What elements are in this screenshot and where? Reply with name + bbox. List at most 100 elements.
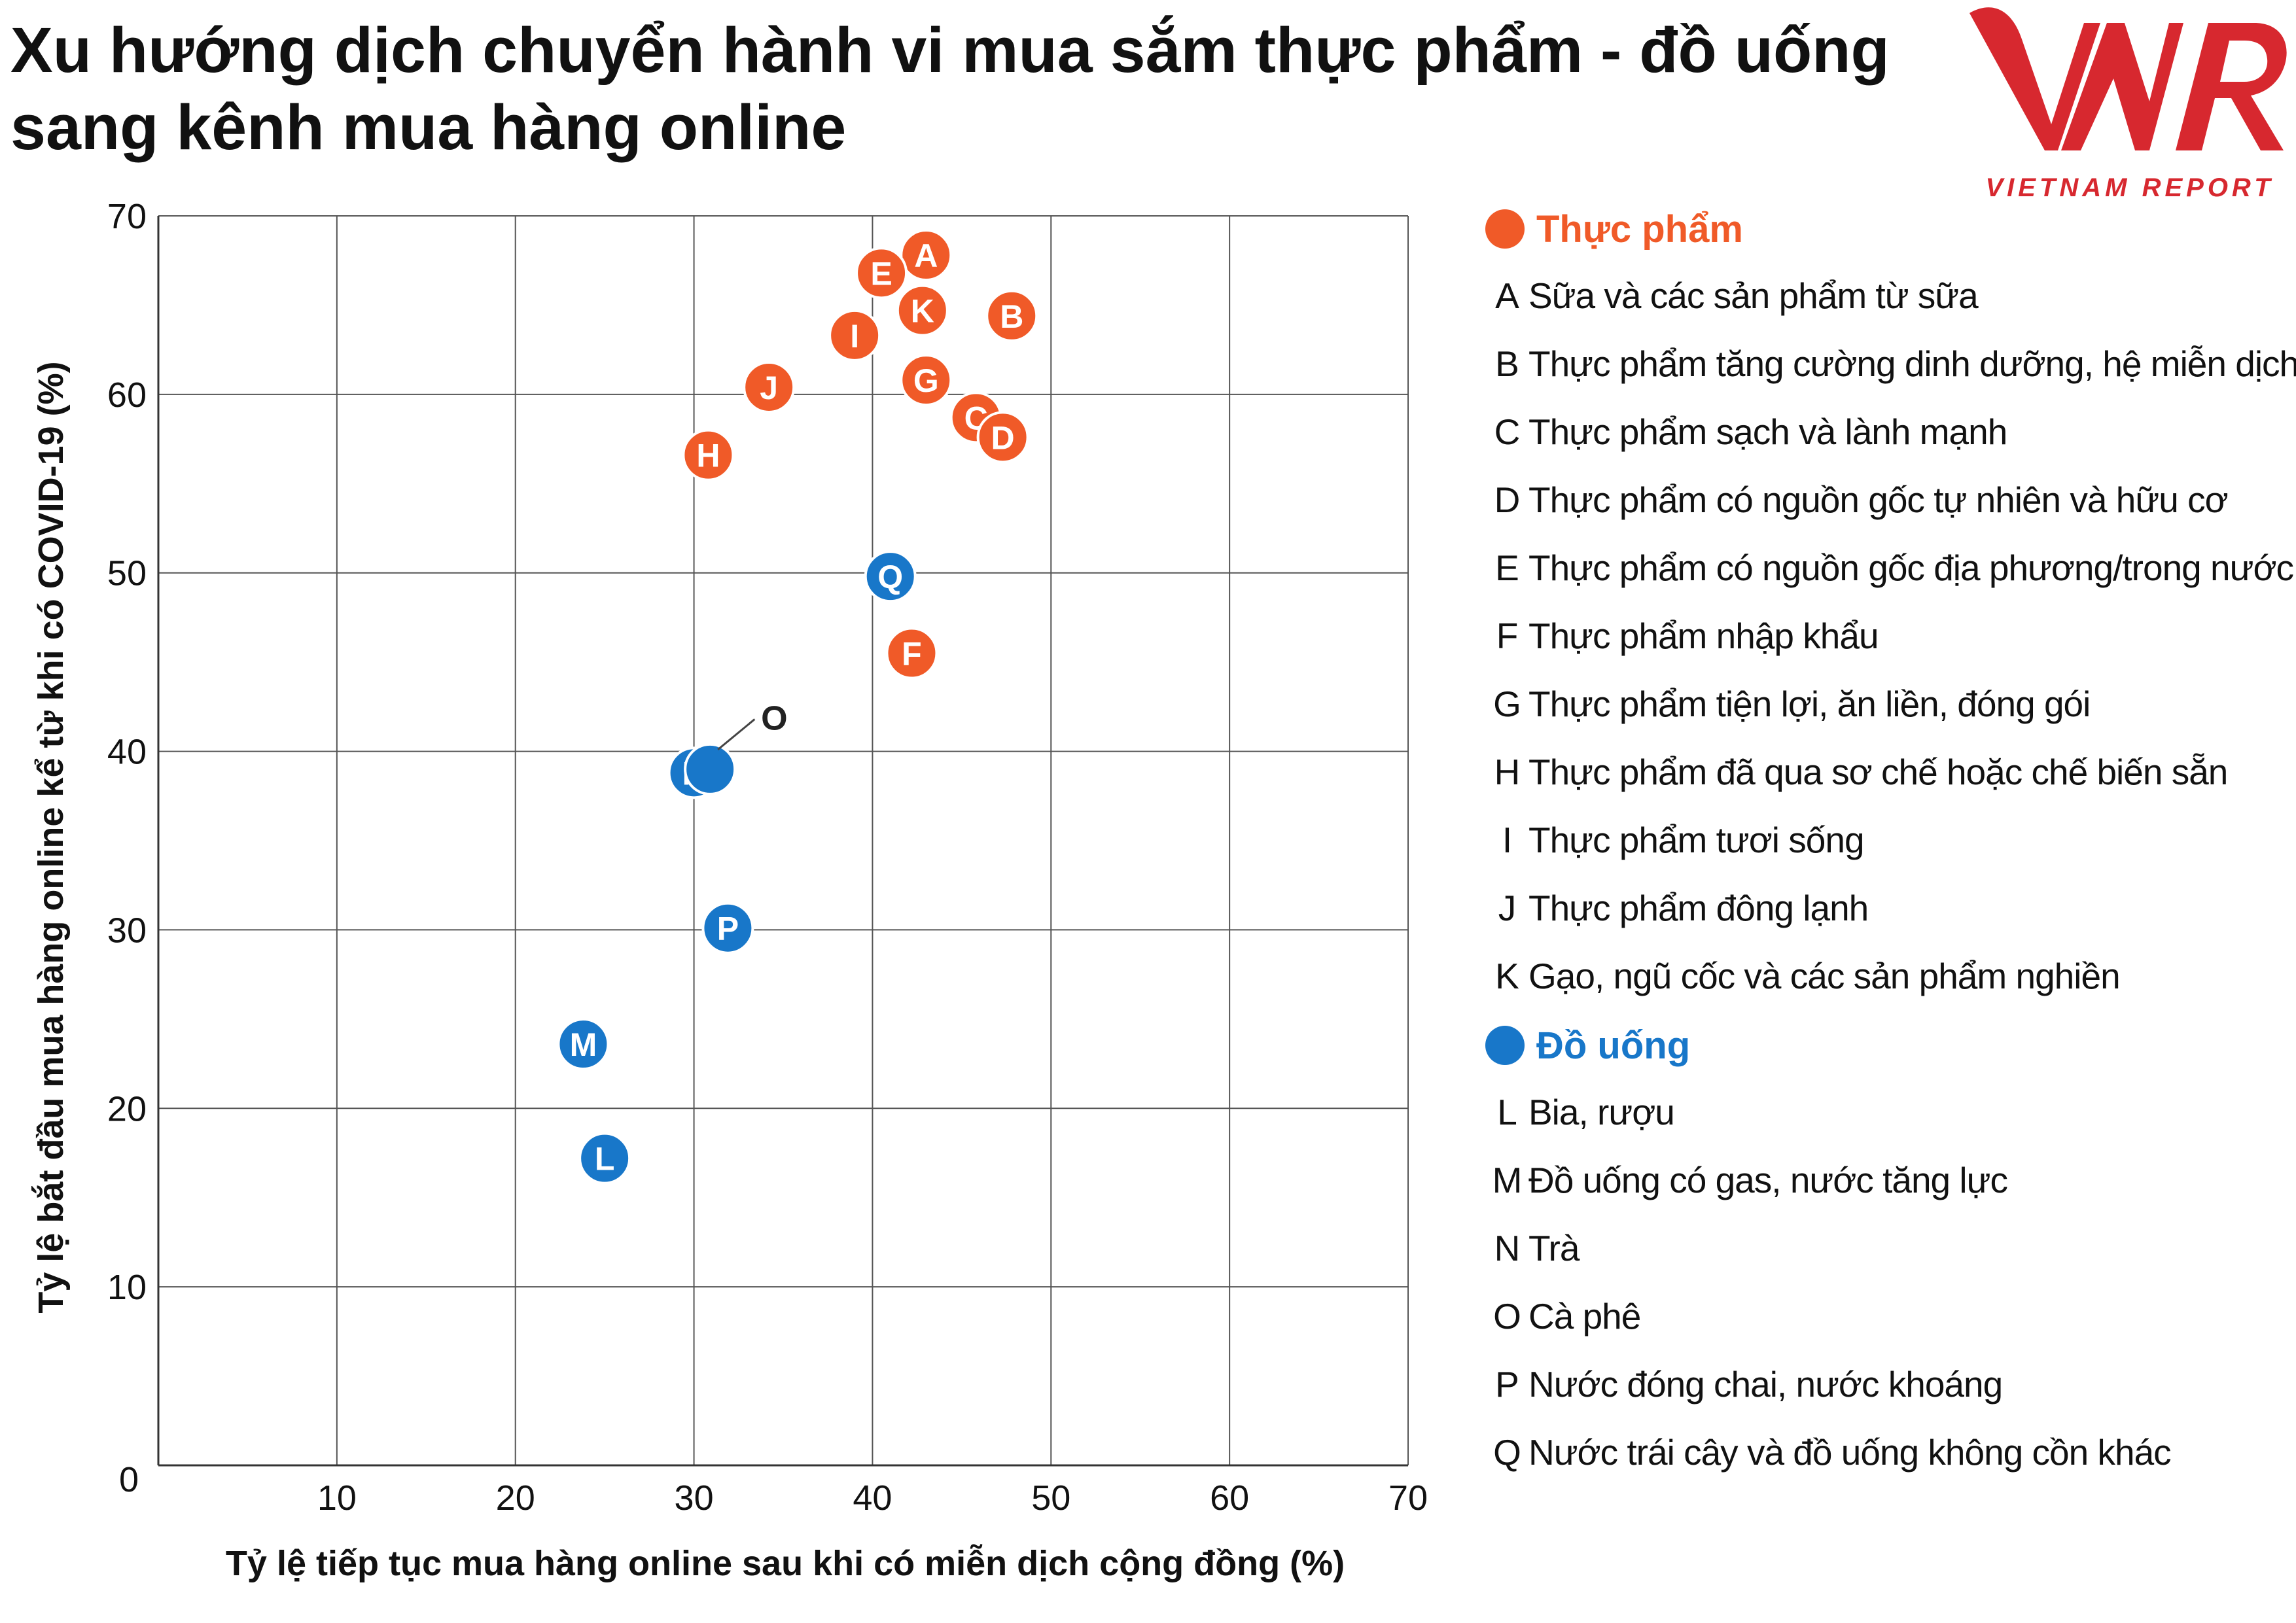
food-legend-dot <box>1485 209 1525 249</box>
legend-item: H Thực phẩm đã qua sơ chế hoặc chế biến s… <box>1485 738 2290 806</box>
legend-item-letter: B <box>1495 343 1519 384</box>
legend-item: I Thực phẩm tươi sống <box>1485 806 2290 874</box>
data-point <box>976 411 1029 464</box>
point-label: J <box>760 370 778 406</box>
legend-item-text: Bia, rượu <box>1528 1092 1675 1132</box>
vietnam-report-logo: VIETNAM REPORT <box>1969 7 2287 202</box>
legend-drink-title: Đồ uống <box>1536 1024 1691 1067</box>
drink-legend-dot <box>1485 1026 1525 1065</box>
leader-line <box>717 718 756 751</box>
legend-item: D Thực phẩm có nguồn gốc tự nhiên và hữu … <box>1485 466 2290 534</box>
x-tick-label: 50 <box>1031 1478 1070 1518</box>
data-point <box>743 360 796 413</box>
point-label: D <box>991 419 1015 456</box>
legend-group-drink: Đồ uống <box>1485 1013 2290 1078</box>
legend-item-text: Nước trái cây và đồ uống không cồn khác <box>1528 1432 2172 1473</box>
legend-item-text: Sữa và các sản phẩm từ sữa <box>1528 275 1979 316</box>
scatter-chart: 10 20 30 40 50 60 70 10 20 30 40 50 60 70 0 Tỷ lệ tiếp… <box>31 197 1428 1583</box>
legend-item-letter: Q <box>1493 1432 1521 1473</box>
legend-item-text: Đồ uống có gas, nước tăng lực <box>1528 1160 2008 1200</box>
legend-item: G Thực phẩm tiện lợi, ăn liền, đóng gói <box>1485 670 2290 738</box>
legend-item-letter: L <box>1497 1092 1517 1132</box>
legend-item-letter: I <box>1502 820 1512 860</box>
legend-drink-list: L Bia, rượu M Đồ uống có gas, nước tăng lực… <box>1485 1078 2290 1486</box>
legend-item-text: Thực phẩm tiện lợi, ăn liền, đóng gói <box>1528 684 2091 724</box>
y-axis-label: Tỷ lệ bắt đầu mua hàng online kể từ khi … <box>31 361 71 1313</box>
logo-subtext: VIETNAM REPORT <box>1985 173 2274 202</box>
data-point <box>885 627 938 680</box>
data-point <box>682 428 735 481</box>
legend-item: M Đồ uống có gas, nước tăng lực <box>1485 1146 2290 1214</box>
legend-item-letter: N <box>1494 1228 1521 1268</box>
point-label: H <box>696 438 720 474</box>
legend-item-letter: A <box>1495 275 1519 316</box>
y-tick-label: 10 <box>107 1268 147 1307</box>
legend-item: P Nước đóng chai, nước khoáng <box>1485 1350 2290 1418</box>
y-tick-label: 20 <box>107 1089 147 1128</box>
legend-item-text: Thực phẩm có nguồn gốc tự nhiên và hữu c… <box>1528 480 2229 520</box>
legend-food-title: Thực phẩm <box>1536 207 1743 251</box>
point-label: M <box>570 1026 597 1063</box>
legend-item: Q Nước trái cây và đồ uống không cồn khác <box>1485 1418 2290 1486</box>
legend-item: B Thực phẩm tăng cường dinh dưỡng, hệ miễ… <box>1485 330 2296 398</box>
legend-item-letter: E <box>1495 548 1519 588</box>
data-point <box>896 284 949 337</box>
chart-axes: 10 20 30 40 50 60 70 10 20 30 40 50 60 70 0 <box>107 197 1428 1518</box>
legend-item-letter: C <box>1494 411 1521 452</box>
point-label: A <box>914 237 938 274</box>
point-label: E <box>870 255 892 292</box>
data-point <box>701 901 754 954</box>
point-label: P <box>717 911 739 947</box>
point-label: I <box>850 318 859 355</box>
legend-item-text: Thực phẩm có nguồn gốc địa phương/trong … <box>1528 548 2294 588</box>
legend-item-letter: D <box>1494 480 1521 520</box>
chart-title-line-2: sang kênh mua hàng online <box>10 92 847 163</box>
y-tick-label: 40 <box>107 733 147 772</box>
legend: Thực phẩm A Sữa và các sản phẩm từ sữa B Th… <box>1485 196 2296 1486</box>
legend-item-text: Trà <box>1528 1228 1580 1268</box>
legend-item-letter: P <box>1495 1364 1519 1405</box>
legend-item-text: Thực phẩm đã qua sơ chế hoặc chế biến sẵ… <box>1528 752 2228 792</box>
point-label: B <box>1000 298 1023 335</box>
point-label: Q <box>877 559 903 595</box>
y-tick-label: 70 <box>107 197 147 236</box>
x-axis-label: Tỷ lệ tiếp tục mua hàng online sau khi c… <box>226 1544 1345 1583</box>
legend-item: J Thực phẩm đông lạnh <box>1485 874 2290 942</box>
y-tick-label: 30 <box>107 911 147 950</box>
legend-item-text: Cà phê <box>1528 1296 1641 1336</box>
point-label: G <box>913 362 939 399</box>
legend-item-text: Thực phẩm tươi sống <box>1528 820 1865 860</box>
y-tick-label: 60 <box>107 375 147 415</box>
legend-item-letter: O <box>1493 1296 1521 1336</box>
point-label: K <box>911 293 934 330</box>
y-tick-label: 50 <box>107 554 147 593</box>
legend-item: L Bia, rượu <box>1485 1078 2290 1146</box>
x-tick-label: 40 <box>853 1478 892 1518</box>
legend-item-letter: M <box>1492 1160 1523 1200</box>
legend-item-text: Thực phẩm tăng cường dinh dưỡng, hệ miễn… <box>1528 343 2296 384</box>
x-tick-label: 70 <box>1388 1478 1428 1518</box>
data-point <box>985 289 1038 342</box>
origin-label: 0 <box>119 1460 139 1499</box>
data-point <box>557 1018 610 1071</box>
chart-points: ABCDEFGHIJKLMNOPQ <box>557 229 1038 1185</box>
legend-item-letter: K <box>1495 956 1519 996</box>
chart-grid <box>158 215 1409 1465</box>
legend-item-text: Thực phẩm đông lạnh <box>1528 888 1869 928</box>
point-label: O <box>761 699 787 737</box>
legend-item-text: Nước đóng chai, nước khoáng <box>1528 1364 2003 1405</box>
legend-item: F Thực phẩm nhập khẩu <box>1485 602 2290 670</box>
legend-item-letter: H <box>1494 752 1521 792</box>
data-point <box>864 550 917 603</box>
legend-group-food: Thực phẩm <box>1485 196 2290 262</box>
x-tick-label: 20 <box>496 1478 535 1518</box>
data-point <box>828 309 881 362</box>
legend-item: A Sữa và các sản phẩm từ sữa <box>1485 262 2290 330</box>
x-tick-label: 60 <box>1210 1478 1249 1518</box>
legend-item-letter: G <box>1493 684 1521 724</box>
legend-item-text: Gạo, ngũ cốc và các sản phẩm nghiền <box>1528 956 2121 996</box>
point-label: F <box>902 636 922 672</box>
x-tick-label: 30 <box>675 1478 714 1518</box>
x-tick-label: 10 <box>317 1478 357 1518</box>
data-point <box>578 1132 631 1185</box>
